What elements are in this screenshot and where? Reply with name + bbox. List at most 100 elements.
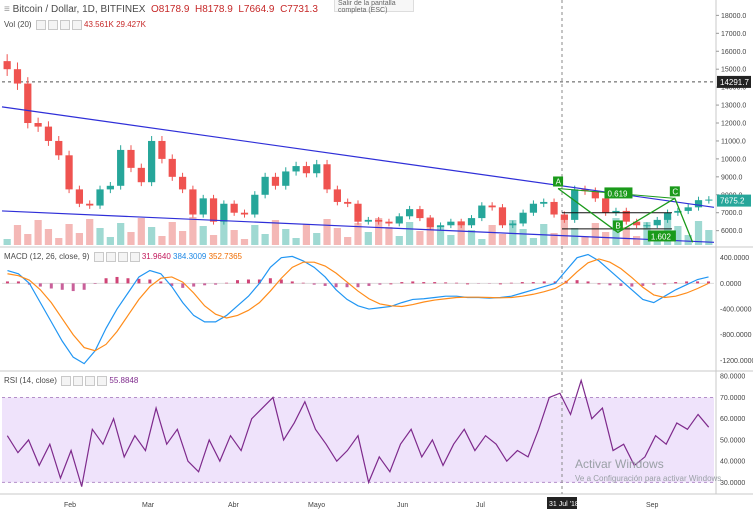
macd-hist-bar (357, 283, 360, 287)
price-tick-label: 16000.0 (721, 49, 746, 56)
more-icon[interactable] (97, 376, 107, 386)
volume-bar (292, 238, 299, 245)
volume-bar (344, 237, 351, 245)
volume-bar (138, 218, 145, 245)
candle-body (241, 213, 248, 215)
volume-bar (231, 230, 238, 245)
rsi-tick-label: 60.0000 (720, 416, 745, 423)
collapse-icon[interactable]: ≡ (4, 4, 10, 15)
price-tick-label: 7000.0 (721, 210, 743, 217)
settings-icon[interactable] (73, 376, 83, 386)
macd-hist-bar (411, 281, 414, 283)
macd-label[interactable]: MACD (12, 26, close, 9) (4, 252, 89, 261)
candle-body (354, 204, 361, 222)
candle-body (468, 218, 475, 225)
price-label: 7675.2 (720, 197, 745, 206)
candle-body (416, 209, 423, 218)
x-axis-label: Sep (646, 502, 659, 509)
candle-body (385, 222, 392, 224)
volume-value-ma: 29.427K (116, 20, 146, 29)
symbol-title[interactable]: Bitcoin / Dollar, 1D, BITFINEX (13, 4, 146, 15)
macd-signal-value: 352.7365 (209, 252, 242, 261)
candle-body (86, 204, 93, 206)
volume-bar (478, 239, 485, 245)
more-icon[interactable] (72, 20, 82, 30)
candle-body (664, 213, 671, 220)
x-axis-label: Mar (142, 502, 155, 509)
candle-body (127, 150, 134, 168)
candle-body (313, 164, 320, 173)
volume-bar (561, 219, 568, 245)
settings-icon[interactable] (106, 252, 116, 262)
macd-hist-bar (674, 282, 677, 283)
macd-hist-bar (346, 283, 349, 287)
eye-icon[interactable] (94, 252, 104, 262)
eye-icon[interactable] (36, 20, 46, 30)
macd-tick-label: 0.0000 (720, 281, 742, 288)
rsi-tick-label: 70.0000 (720, 395, 745, 402)
close-icon[interactable] (118, 252, 128, 262)
volume-bar (24, 234, 31, 245)
macd-hist-bar (72, 283, 75, 291)
candle-body (251, 195, 258, 215)
volume-bar (200, 226, 207, 245)
candle-body (509, 223, 516, 225)
x-axis-label: Feb (64, 502, 76, 509)
eye-icon[interactable] (61, 376, 71, 386)
x-axis-label: Jun (397, 502, 408, 509)
macd-hist-bar (685, 281, 688, 283)
volume-bar (4, 239, 11, 245)
candle-body (24, 84, 31, 123)
macd-hist-bar (576, 280, 579, 283)
volume-bar (220, 221, 227, 245)
volume-bar (396, 236, 403, 245)
rsi-tick-label: 50.0000 (720, 437, 745, 444)
candle-body (231, 204, 238, 213)
candle-body (654, 220, 661, 225)
candle-body (685, 207, 692, 211)
settings-icon[interactable] (48, 20, 58, 30)
rsi-tick-label: 80.0000 (720, 374, 745, 381)
macd-signal-line (7, 259, 708, 351)
volume-bar (107, 237, 114, 245)
close-icon[interactable] (60, 20, 70, 30)
candle-body (705, 200, 712, 201)
close-icon[interactable] (85, 376, 95, 386)
x-axis-label: Mayo (308, 502, 325, 509)
macd-hist-bar (455, 283, 458, 284)
candle-body (365, 220, 372, 222)
macd-hist-bar (236, 280, 239, 283)
macd-hist-bar (203, 283, 206, 285)
macd-hist-bar (378, 283, 381, 284)
volume-label[interactable]: Vol (20) (4, 20, 32, 29)
macd-hist-bar (159, 281, 162, 283)
pattern-point-label: A (556, 177, 562, 186)
rsi-value: 55.8848 (109, 376, 138, 385)
macd-hist-bar (597, 283, 600, 284)
candle-body (14, 69, 21, 83)
macd-hist-bar (302, 283, 305, 284)
volume-bar (303, 224, 310, 245)
macd-hist-bar (6, 281, 9, 283)
candle-body (55, 141, 62, 155)
ohlc-open: 8178.9 (159, 4, 190, 15)
volume-bar (210, 235, 217, 245)
volume-bar (499, 234, 506, 245)
volume-bar (623, 227, 630, 245)
volume-bar (334, 228, 341, 245)
candle-body (550, 202, 557, 215)
more-icon[interactable] (130, 252, 140, 262)
volume-bar (76, 233, 83, 245)
macd-hist-bar (587, 281, 590, 283)
rsi-label[interactable]: RSI (14, close) (4, 376, 57, 385)
candle-body (458, 222, 465, 226)
price-tick-label: 10000.0 (721, 156, 746, 163)
candle-body (303, 166, 310, 173)
macd-hist-bar (335, 283, 338, 287)
macd-hist-bar (510, 283, 513, 284)
macd-hist-bar (83, 283, 86, 289)
volume-bar (519, 229, 526, 245)
macd-tick-label: -400.0000 (720, 307, 752, 314)
volume-bar (65, 224, 72, 245)
